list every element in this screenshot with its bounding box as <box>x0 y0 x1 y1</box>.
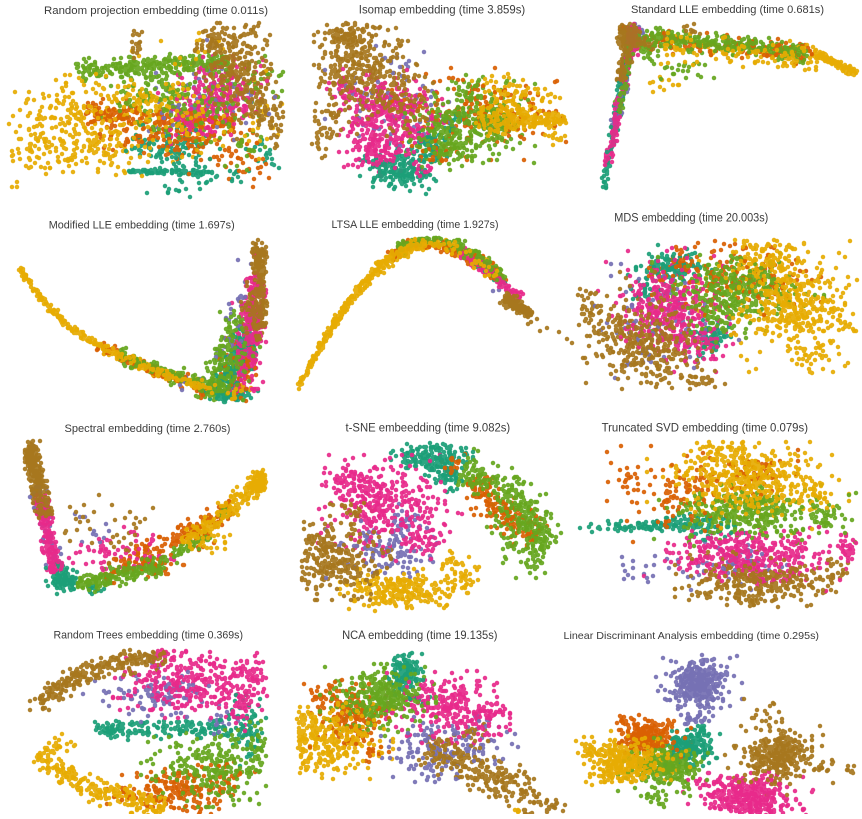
svg-text:Isomap embedding (time 3.859s): Isomap embedding (time 3.859s) <box>359 3 526 16</box>
svg-text:Random projection embedding (t: Random projection embedding (time 0.011s… <box>44 5 268 17</box>
svg-text:Standard LLE embedding (time 0: Standard LLE embedding (time 0.681s) <box>631 4 824 16</box>
svg-text:Linear Discriminant Analysis e: Linear Discriminant Analysis embedding (… <box>564 631 820 642</box>
svg-text:t-SNE embeedding (time 9.082s): t-SNE embeedding (time 9.082s) <box>346 423 511 435</box>
svg-text:MDS embedding (time 20.003s): MDS embedding (time 20.003s) <box>614 212 768 224</box>
svg-text:Modified LLE embedding (time 1: Modified LLE embedding (time 1.697s) <box>49 220 235 232</box>
svg-text:LTSA LLE embedding (time 1.927: LTSA LLE embedding (time 1.927s) <box>332 219 499 231</box>
svg-text:Random Trees embedding (time 0: Random Trees embedding (time 0.369s) <box>54 629 244 641</box>
svg-text:Spectral embedding (time 2.760: Spectral embedding (time 2.760s) <box>65 423 231 435</box>
svg-text:NCA embedding (time 19.135s): NCA embedding (time 19.135s) <box>342 629 498 642</box>
svg-text:Truncated SVD embedding (time: Truncated SVD embedding (time 0.079s) <box>602 421 809 434</box>
